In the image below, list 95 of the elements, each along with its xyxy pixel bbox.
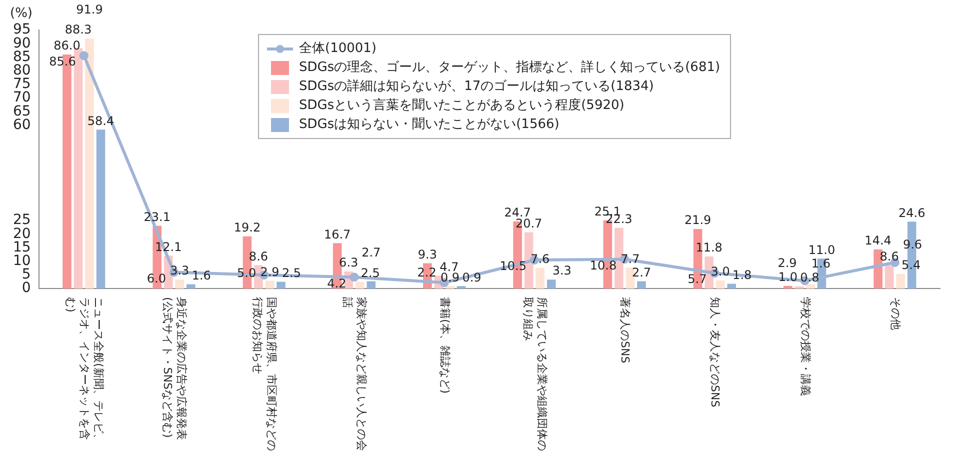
data-label: 14.4	[864, 234, 892, 248]
x-tick-label: 国や都道府県、市区町村などの行政のお知らせ	[250, 296, 278, 451]
legend-label: 全体(10001)	[299, 40, 376, 58]
data-label: 16.7	[324, 227, 351, 242]
x-tick-label: 書籍(本、雑誌など)	[437, 296, 452, 396]
y-tick-label: 80	[12, 62, 31, 78]
bar	[276, 282, 286, 289]
bar	[546, 280, 556, 289]
data-label: 11.0	[808, 242, 836, 257]
y-tick-label: 15	[12, 239, 31, 256]
data-label: 10.5	[500, 259, 526, 274]
data-label: 0.8	[800, 270, 820, 285]
y-tick-label: 70	[12, 90, 31, 106]
y-tick-label: 65	[12, 103, 31, 120]
data-label: 2.2	[417, 266, 436, 280]
bar	[614, 228, 624, 289]
y-tick-label: 0	[22, 280, 31, 296]
data-label: 3.0	[710, 264, 730, 279]
x-tick-label: 家族や知人など親しい人との会話	[340, 296, 368, 451]
data-label: 19.2	[234, 220, 261, 234]
data-label: 9.6	[902, 238, 922, 252]
data-label: 0.9	[462, 270, 482, 284]
bar	[536, 268, 544, 289]
data-label: 8.6	[248, 249, 268, 264]
data-label: 1.8	[732, 268, 752, 282]
data-label: 11.8	[696, 240, 722, 255]
y-tick-label: 25	[12, 212, 31, 228]
x-tick-label: 知人・友人などのSNS	[708, 296, 722, 409]
data-label: 58.4	[87, 114, 114, 128]
y-tick-label: 20	[12, 226, 31, 242]
legend-label: SDGsという言葉を聞いたことがあるという程度(5920)	[299, 97, 624, 115]
data-label: 2.9	[778, 256, 797, 270]
bar	[355, 282, 364, 289]
y-tick-label: 60	[12, 116, 31, 133]
x-tick-label: その他	[888, 296, 902, 332]
y-tick-label: 90	[12, 35, 31, 52]
data-label: 86.0	[54, 38, 80, 53]
point	[350, 272, 359, 282]
bar	[446, 286, 454, 289]
data-label: 85.6	[49, 54, 76, 69]
x-tick-label: 学校での授業・講義	[798, 296, 812, 398]
data-label: 91.9	[76, 2, 103, 17]
data-label: 24.6	[898, 206, 926, 220]
data-label: 7.6	[530, 252, 550, 266]
bar	[716, 280, 725, 289]
bar	[896, 274, 905, 289]
y-tick-label: 75	[12, 76, 31, 92]
data-label: 6.0	[146, 271, 166, 286]
data-label: 1.0	[778, 270, 798, 284]
data-label: 10.8	[590, 258, 617, 272]
point	[79, 51, 88, 60]
data-label: 2.5	[360, 266, 380, 280]
data-label: 2.5	[282, 266, 302, 280]
y-tick-label: 5	[22, 266, 31, 283]
bar	[727, 284, 736, 289]
bar	[637, 281, 646, 289]
bar	[175, 280, 184, 289]
y-tick-label: 85	[12, 48, 31, 65]
data-label: 7.7	[620, 252, 640, 266]
legend-label: SDGsの理念、ゴール、ターゲット、指標など、詳しく知っている(681)	[299, 59, 720, 77]
bar	[806, 284, 815, 289]
data-label: 5.7	[688, 272, 707, 286]
data-label: 1.6	[192, 268, 211, 282]
y-tick-label: 95	[12, 22, 31, 38]
data-label: 23.1	[144, 210, 170, 224]
x-tick-label: 著名人のSNS	[618, 296, 632, 365]
bar	[96, 130, 106, 289]
bar	[186, 284, 196, 289]
data-label: 5.0	[237, 266, 256, 280]
data-label: 2.7	[362, 245, 381, 260]
bar	[456, 286, 466, 289]
y-axis-title: (%)	[10, 6, 32, 21]
data-label: 3.3	[552, 264, 572, 278]
data-label: 21.9	[684, 213, 712, 228]
x-tick-label: 所属している企業や組織団体の取り組み	[520, 296, 548, 451]
data-label: 4.2	[327, 276, 346, 290]
data-label: 2.7	[632, 265, 652, 280]
data-label: 1.6	[811, 256, 831, 270]
legend-label: SDGsは知らない・聞いたことがない(1566)	[299, 116, 560, 134]
data-label: 88.3	[64, 22, 92, 36]
data-label: 3.3	[170, 264, 190, 278]
data-label: 2.9	[260, 264, 280, 279]
data-label: 8.6	[880, 249, 899, 264]
y-tick-label: 10	[12, 253, 31, 270]
data-label: 9.3	[418, 247, 437, 262]
bar	[74, 48, 83, 289]
bar	[784, 286, 792, 289]
data-label: 12.1	[155, 240, 182, 254]
bar	[884, 265, 894, 289]
x-tick-label: ニュース全般(新聞、テレビ、ラジオ、インターネットを含む)	[62, 296, 105, 446]
x-tick-label: 身近な企業の広告や広報発表(公式サイト・SNSなど含む)	[160, 296, 188, 442]
data-label: 6.3	[339, 256, 358, 270]
legend-label: SDGsの詳細は知らないが、17のゴールは知っている(1834)	[299, 78, 654, 96]
bar	[265, 280, 274, 289]
data-label: 5.4	[902, 258, 921, 272]
